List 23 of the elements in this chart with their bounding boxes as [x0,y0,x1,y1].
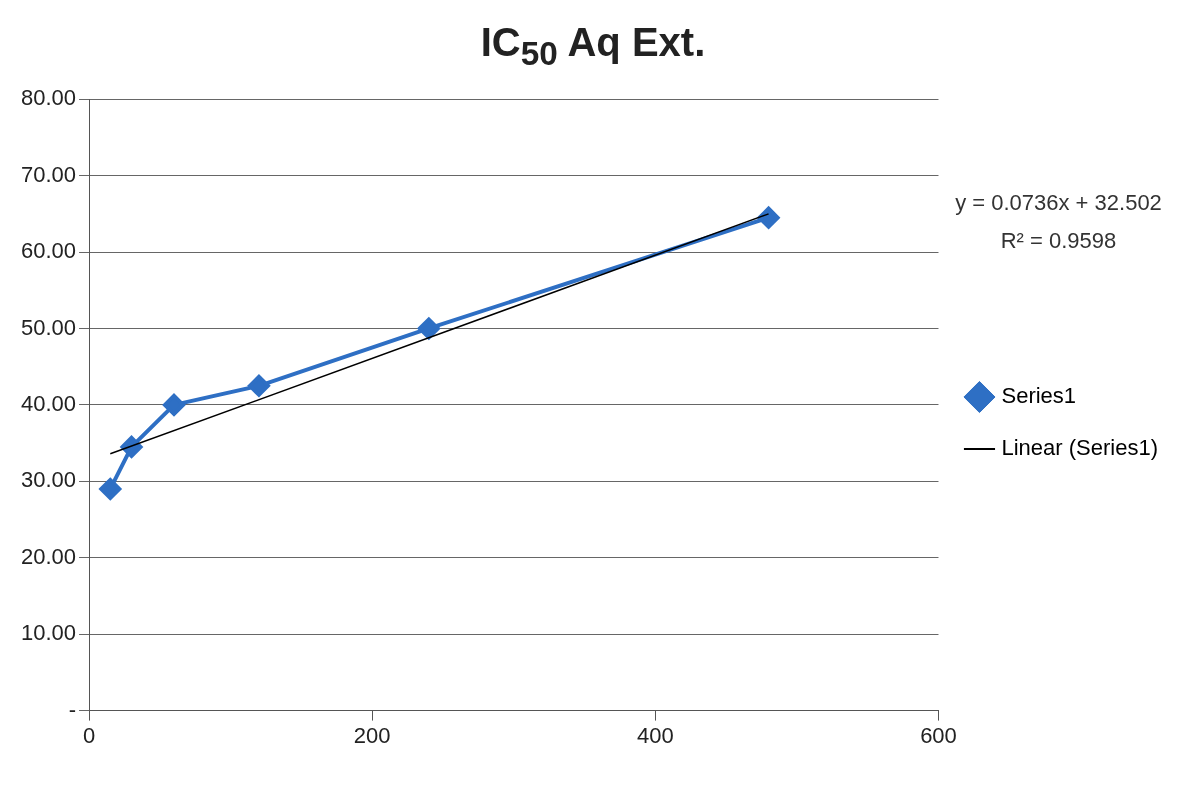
x-tick-label: 0 [82,722,96,748]
y-tick-label: 80.00 [20,85,77,111]
point [163,393,185,416]
text: R² = 0.9598 [1000,228,1117,254]
y-tick-label: - [68,696,77,722]
point [417,317,440,340]
text: y = 0.0736x + 32.502 [955,190,1162,216]
y-tick-label: 30.00 [20,467,77,493]
y-tick-label: 70.00 [20,161,77,187]
x-tick-label: 600 [920,722,957,748]
chart-title: IC$_{50}$ Aq Ext. [479,20,707,73]
point [757,206,780,229]
y-tick-label: 10.00 [20,620,77,646]
legend-label: Series1 [1001,383,1077,409]
point [247,374,270,397]
y-tick-label: 50.00 [20,314,77,340]
point [99,477,122,500]
y-tick-label: 60.00 [20,238,77,264]
y-tick-label: 20.00 [20,543,77,569]
legend-label: Linear (Series1) [1001,435,1158,461]
y-tick-label: 40.00 [20,390,77,416]
x-tick-label: 200 [353,722,391,748]
x-tick-label: 400 [636,722,674,748]
